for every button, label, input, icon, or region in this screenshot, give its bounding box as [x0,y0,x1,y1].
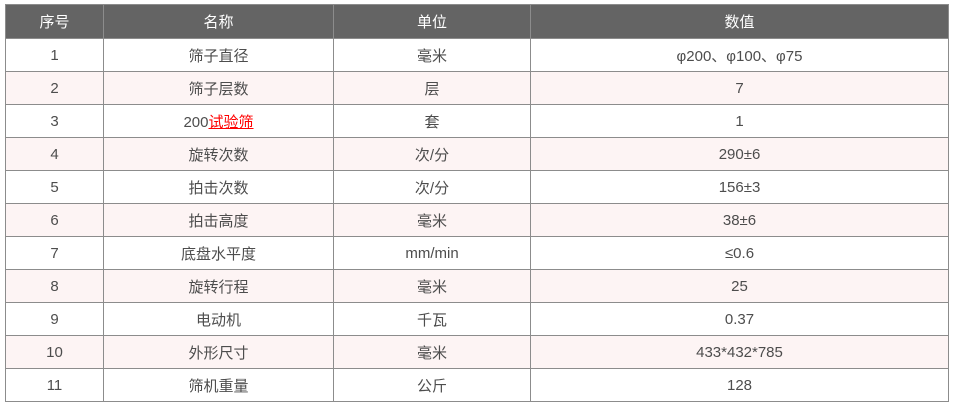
cell-unit: 毫米 [333,335,531,369]
cell-unit: 次/分 [333,170,531,204]
cell-name: 拍击次数 [103,170,334,204]
table-row: 10 外形尺寸 毫米 433*432*785 [5,335,949,369]
cell-name: 旋转次数 [103,137,334,171]
cell-index: 7 [5,236,104,270]
cell-name: 筛子层数 [103,71,334,105]
cell-value: 433*432*785 [530,335,949,369]
cell-index: 5 [5,170,104,204]
spec-table-header: 序号 名称 单位 数值 [5,4,949,39]
header-row: 序号 名称 单位 数值 [5,4,949,39]
table-row: 6 拍击高度 毫米 38±6 [5,203,949,237]
table-row: 11 筛机重量 公斤 128 [5,368,949,402]
table-row: 2 筛子层数层 7 [5,71,949,105]
table-row: 3 200试验筛套 1 [5,104,949,138]
cell-value: 38±6 [530,203,949,237]
cell-unit: 层 [333,71,531,105]
cell-value: 156±3 [530,170,949,204]
cell-index: 9 [5,302,104,336]
cell-index: 4 [5,137,104,171]
cell-name: 筛机重量 [103,368,334,402]
cell-value: 0.37 [530,302,949,336]
cell-value: ≤0.6 [530,236,949,270]
cell-index: 11 [5,368,104,402]
cell-value: 25 [530,269,949,303]
cell-name: 电动机 [103,302,334,336]
cell-name: 外形尺寸 [103,335,334,369]
spec-table-body: 1 筛子直径 毫米 φ200、φ100、φ75 2 筛子层数层 7 3 200试验筛套 1 4 旋转次… [5,38,949,402]
table-row: 8 旋转行程 毫米 25 [5,269,949,303]
column-header-name: 名称 [103,4,334,39]
cell-unit: mm/min [333,236,531,270]
cell-unit: 毫米 [333,269,531,303]
cell-unit: 套 [333,104,531,138]
cell-name: 拍击高度 [103,203,334,237]
test-sieve-link[interactable]: 试验筛 [208,113,254,131]
cell-unit: 次/分 [333,137,531,171]
cell-value: 7 [530,71,949,105]
cell-value: 128 [530,368,949,402]
table-row: 5 拍击次数 次/分 156±3 [5,170,949,204]
spec-table: 序号 名称 单位 数值 1 筛子直径 毫米 φ200、φ100、φ75 2 筛子层数层 7 3… [5,4,949,402]
cell-name: 200试验筛 [103,104,334,138]
column-header-value: 数值 [530,4,949,39]
table-row: 4 旋转次数 次/分 290±6 [5,137,949,171]
cell-name: 底盘水平度 [103,236,334,270]
cell-name: 旋转行程 [103,269,334,303]
cell-index: 6 [5,203,104,237]
cell-value: 1 [530,104,949,138]
cell-value: 290±6 [530,137,949,171]
column-header-unit: 单位 [333,4,531,39]
cell-unit: 公斤 [333,368,531,402]
cell-unit: 千瓦 [333,302,531,336]
cell-name: 筛子直径 [103,38,334,72]
table-row: 9 电动机 千瓦 0.37 [5,302,949,336]
cell-unit: 毫米 [333,203,531,237]
table-row: 1 筛子直径 毫米 φ200、φ100、φ75 [5,38,949,72]
cell-index: 1 [5,38,104,72]
cell-index: 3 [5,104,104,138]
cell-index: 10 [5,335,104,369]
cell-value: φ200、φ100、φ75 [530,38,949,72]
cell-index: 2 [5,71,104,105]
cell-index: 8 [5,269,104,303]
column-header-index: 序号 [5,4,104,39]
cell-name-text: 200 [183,113,209,131]
table-row: 7 底盘水平度 mm/min ≤0.6 [5,236,949,270]
cell-unit: 毫米 [333,38,531,72]
